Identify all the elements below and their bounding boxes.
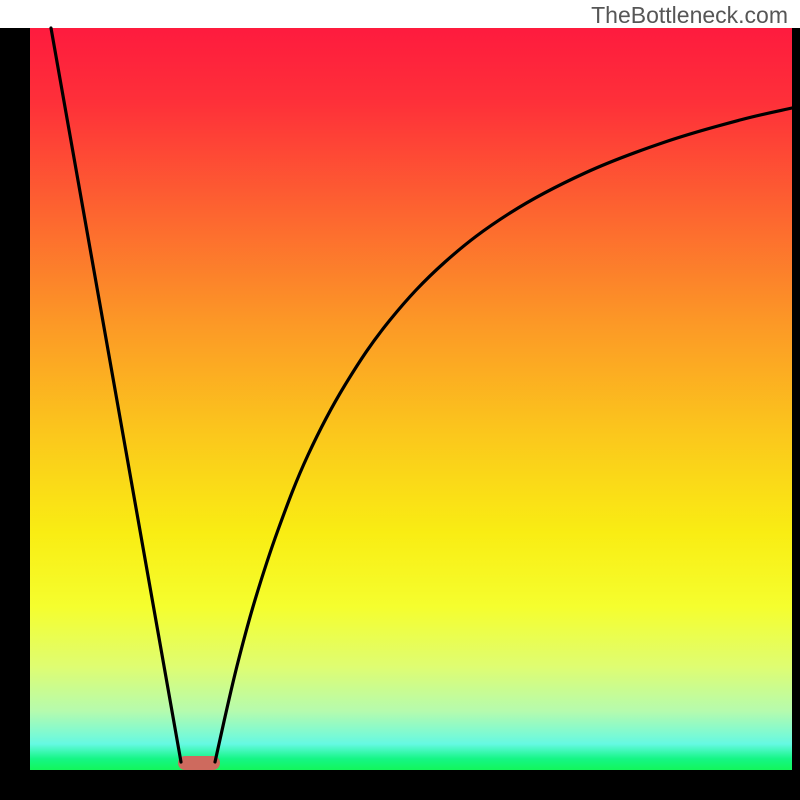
watermark-text: TheBottleneck.com — [591, 2, 788, 29]
border-left — [0, 28, 30, 800]
border-bottom — [0, 770, 800, 800]
gradient-curve-chart — [0, 0, 800, 800]
trough-marker — [178, 756, 220, 770]
chart-container: TheBottleneck.com — [0, 0, 800, 800]
border-right — [792, 28, 800, 800]
